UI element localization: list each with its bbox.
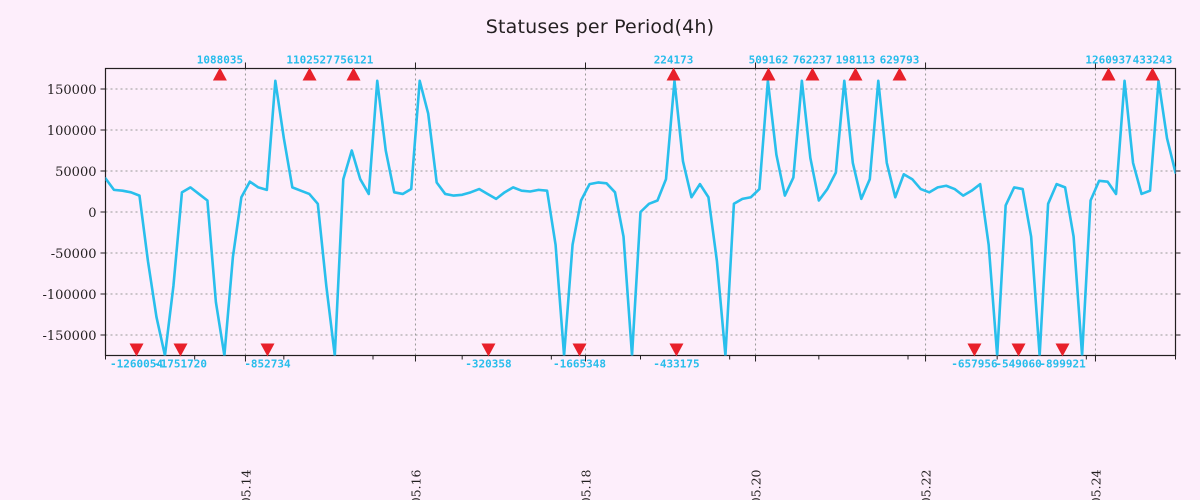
peak-label: 224173	[654, 54, 694, 67]
peak-label: 629793	[880, 54, 920, 67]
peak-label: 756121	[334, 54, 374, 67]
trough-marker	[481, 343, 496, 357]
peak-marker	[848, 67, 863, 81]
peak-marker	[805, 67, 820, 81]
trough-marker	[260, 343, 275, 357]
peak-marker	[761, 67, 776, 81]
peak-marker	[302, 67, 317, 81]
peak-label: 1088035	[197, 54, 243, 67]
peak-label: 509162	[749, 54, 789, 67]
x-tick-label: 2025.05.24	[1088, 469, 1103, 500]
peak-marker	[1101, 67, 1116, 81]
trough-marker	[1011, 343, 1026, 357]
data-series-line	[105, 79, 1176, 356]
y-tick-label: 0	[88, 206, 96, 221]
peak-marker	[666, 67, 681, 81]
trough-label: -1751720	[154, 358, 207, 371]
x-tick-label: 2025.05.16	[408, 469, 423, 500]
trough-label: -899921	[1039, 358, 1086, 371]
trough-label: -549060	[995, 358, 1041, 371]
y-tick-label: -100000	[42, 288, 96, 303]
x-axis-ticks: 2025.05.14 2025.05.16 2025.05.18 2025.05.20…	[105, 62, 1176, 500]
plot-frame	[104, 67, 1177, 357]
trough-marker	[669, 343, 684, 357]
peak-markers	[212, 67, 1160, 81]
trough-marker	[1055, 343, 1070, 357]
peak-label: 1260937	[1085, 54, 1131, 67]
x-tick-label: 2025.05.22	[919, 470, 934, 500]
trough-marker	[129, 343, 144, 357]
y-axis-ticks: 150000 100000 50000 0 -50000 -100000 -150000	[42, 83, 1181, 344]
peak-value-labels: 1088035 1102527 756121 224173 509162 762237 19…	[197, 54, 1173, 67]
x-tick-label: 2025.05.20	[749, 469, 764, 500]
y-tick-label: 50000	[55, 165, 96, 180]
y-tick-label: -150000	[42, 329, 96, 344]
peak-label: 198113	[836, 54, 876, 67]
trough-label: -657956	[951, 358, 998, 371]
peak-marker	[212, 67, 227, 81]
peak-marker	[346, 67, 361, 81]
trough-markers	[129, 343, 1070, 357]
y-tick-label: -50000	[51, 247, 97, 262]
x-tick-label: 2025.05.14	[238, 469, 253, 500]
trough-label: -320358	[465, 358, 511, 371]
trough-marker	[572, 343, 587, 357]
peak-marker	[892, 67, 907, 81]
trough-label: -433175	[653, 358, 699, 371]
chart-title: Statuses per Period(4h)	[485, 16, 715, 38]
y-tick-label: 150000	[47, 83, 97, 98]
x-tick-label: 2025.05.18	[579, 469, 594, 500]
peak-label: 762237	[793, 54, 833, 67]
trough-marker	[967, 343, 982, 357]
trough-marker	[173, 343, 188, 357]
series-path	[105, 79, 1176, 356]
trough-label: -1260054	[110, 358, 163, 371]
peak-label: 433243	[1133, 54, 1173, 67]
trough-label: -1665348	[553, 358, 606, 371]
trough-label: -852734	[244, 358, 291, 371]
peak-label: 1102527	[286, 54, 332, 67]
peak-marker	[1145, 67, 1160, 81]
trough-value-labels: -1260054-1751720 -852734 -320358 -1665348 -4…	[110, 358, 1086, 371]
y-tick-label: 100000	[47, 124, 97, 139]
